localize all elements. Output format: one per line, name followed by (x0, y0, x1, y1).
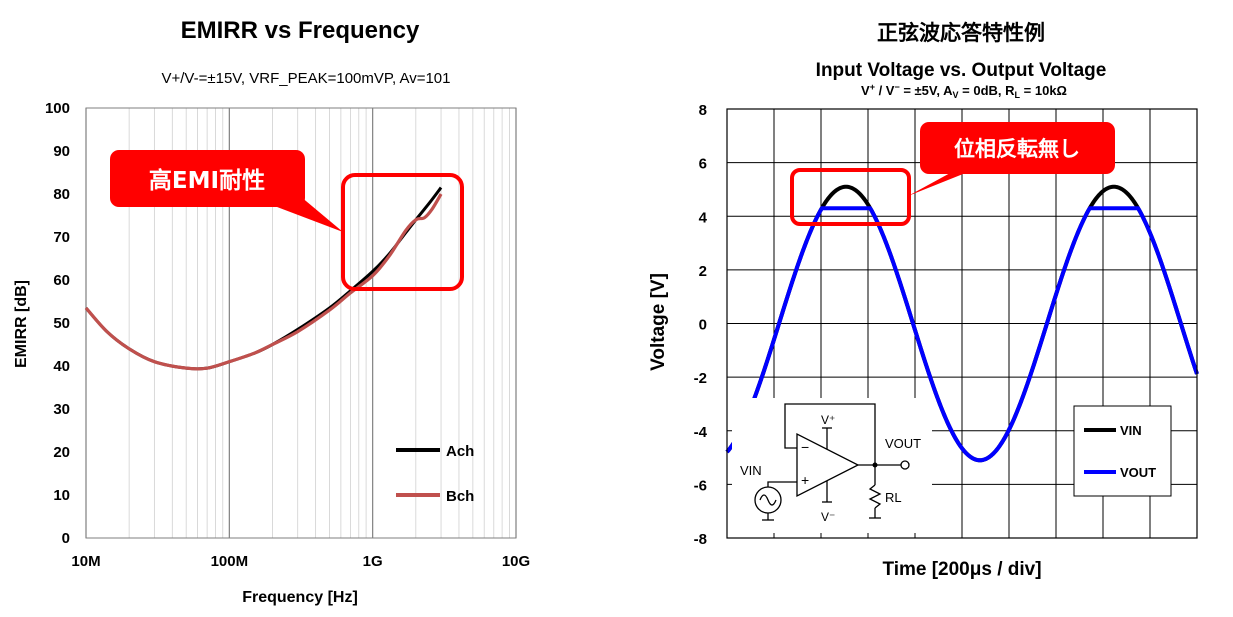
chart2-subtitle: Input Voltage vs. Output Voltage (816, 60, 1107, 81)
cond-gain: = 0dB, R (959, 83, 1016, 98)
chart2-series-line-vout (725, 206, 1199, 463)
chart1-y-tick-label: 90 (53, 143, 70, 160)
opamp-plus-sign: + (801, 472, 809, 488)
opamp-triangle (796, 432, 860, 498)
opamp-minus-sign: − (801, 439, 809, 455)
chart1-y-axis-label: EMIRR [dB] (13, 280, 30, 368)
cond-load: = 10kΩ (1020, 83, 1067, 98)
chart1-x-axis-label: Frequency [Hz] (242, 589, 358, 606)
chart2-plot-frame (726, 108, 1198, 539)
legend-vin-label: VIN (1120, 423, 1142, 438)
chart1-x-tick-label: 1G (363, 553, 383, 570)
chart1-x-tick-labels: 10M 100M 1G 10G (71, 553, 530, 570)
chart2-y-axis-label: Voltage [V] (648, 273, 669, 371)
chart1-y-tick-labels: 0 10 20 30 40 50 60 70 80 90 100 (45, 100, 70, 547)
chart2-legend-box (1073, 405, 1172, 497)
cond-rl-sub: L (1015, 90, 1021, 100)
chart1-y-tick-label: 70 (53, 229, 70, 246)
chart2-y-tick-label: -2 (694, 370, 707, 387)
chart2-y-tick-label: 8 (699, 102, 707, 119)
chart1-series-line-bch (84, 193, 443, 371)
chart2-y-tick-label: 6 (699, 156, 707, 173)
chart2-y-tick-label: 2 (699, 263, 707, 280)
chart1-y-tick-label: 0 (62, 530, 70, 547)
chart1-x-tick-label: 10G (502, 553, 530, 570)
chart1-y-tick-label: 80 (53, 186, 70, 203)
chart2-y-tick-label: 4 (699, 209, 708, 226)
chart1-y-tick-label: 10 (53, 487, 70, 504)
cond-vplus-sup: + (870, 82, 875, 92)
chart1-subtitle: V+/V-=±15V, VRF_PEAK=100mVP, Av=101 (162, 70, 451, 87)
chart2-callout-box (920, 122, 1115, 174)
load-resistor-symbol (868, 484, 882, 509)
chart1-series-group (84, 186, 443, 371)
input-wire (767, 481, 797, 487)
chart2-y-tick-label: -4 (694, 424, 708, 441)
chart2-conditions: V+ / V− = ±5V, AV = 0dB, RL = 10kΩ (861, 82, 1067, 100)
chart2-y-tick-label: -6 (694, 477, 707, 494)
chart2-highlight-box (790, 168, 911, 226)
chart1-callout-text: 高EMI耐性 (149, 167, 265, 194)
chart1-x-tick-label: 100M (211, 553, 249, 570)
chart2-y-tick-labels: -8 -6 -4 -2 0 2 4 6 8 (694, 102, 708, 548)
chart1-series-line-ach (84, 186, 443, 371)
chart1-y-tick-label: 60 (53, 272, 70, 289)
chart1-y-tick-label: 40 (53, 358, 70, 375)
opamp-schematic: − + V⁺ V⁻ VOUT RL VIN (732, 398, 932, 533)
chart1-plot-frame (85, 107, 517, 539)
chart2-series-group (725, 184, 1199, 463)
chart2-callout-pointer (908, 172, 968, 196)
chart1-highlight-box (341, 173, 464, 291)
chart1-y-tick-label: 50 (53, 315, 70, 332)
chart2-y-tick-label: -8 (694, 531, 707, 548)
cond-supply: = ±5V, A (900, 83, 953, 98)
feedback-wire (784, 403, 876, 465)
chart1-title: EMIRR vs Frequency (181, 17, 420, 44)
cond-slash: / V (875, 83, 895, 98)
cond-vminus-sup: − (894, 82, 899, 92)
vminus-label: V⁻ (821, 510, 835, 524)
chart2-x-axis-label: Time [200μs / div] (882, 559, 1041, 580)
vout-label: VOUT (885, 436, 921, 451)
legend-ach-label: Ach (446, 443, 474, 460)
output-terminal (900, 460, 910, 470)
chart1-y-tick-label: 100 (45, 100, 70, 117)
chart1-x-tick-label: 10M (71, 553, 100, 570)
chart1-callout-box (110, 150, 305, 207)
cond-av-sub: V (953, 90, 959, 100)
rl-label: RL (885, 490, 902, 505)
vplus-label: V⁺ (821, 413, 835, 427)
sine-source-icon (759, 494, 777, 506)
chart1-y-tick-label: 20 (53, 444, 70, 461)
chart2-y-tick-label: 0 (699, 317, 707, 334)
legend-vout-label: VOUT (1120, 465, 1156, 480)
chart2-title: 正弦波応答特性例 (877, 21, 1045, 45)
vin-label: VIN (740, 463, 762, 478)
chart1-y-tick-label: 30 (53, 401, 70, 418)
chart2-callout-text: 位相反転無し (954, 137, 1080, 161)
legend-bch-label: Bch (446, 488, 474, 505)
